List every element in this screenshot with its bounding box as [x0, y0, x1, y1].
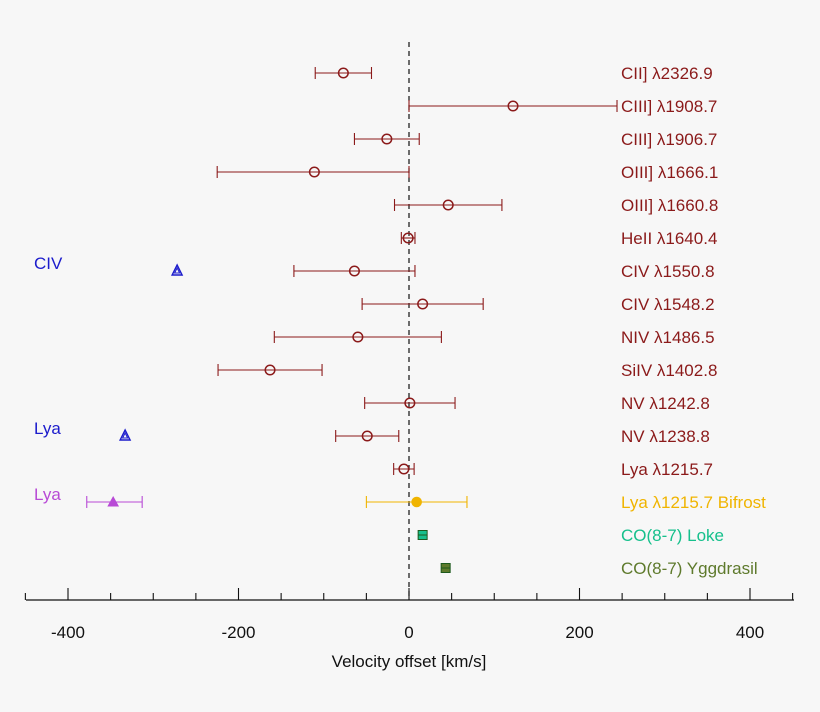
- x-axis-title: Velocity offset [km/s]: [332, 652, 487, 671]
- point-ciii-1908-7-marker: [507, 100, 519, 112]
- left-point-2-marker-outer: [118, 428, 132, 441]
- point-niv-1486-5-errorbar: [273, 331, 442, 343]
- point-siiv-1402-8-errorbar: [217, 364, 323, 376]
- point-nv-1242-8-errorbar: [364, 397, 456, 409]
- left-point-3-marker: [107, 495, 120, 507]
- left-point-1-marker-outer: [170, 263, 184, 276]
- x-tick-label: 0: [404, 623, 413, 642]
- point-co-8-7-yggdrasil-marker: [440, 563, 451, 573]
- x-tick-label: -400: [51, 623, 85, 642]
- series-label-7: CIV λ1550.8: [621, 262, 715, 281]
- left-point-2-marker-inner: [121, 431, 129, 439]
- series-label-6: HeII λ1640.4: [621, 229, 717, 248]
- point-civ-1550-8-marker: [348, 265, 360, 277]
- left-point-2-marker: [118, 428, 132, 441]
- series-label-13: Lya λ1215.7: [621, 460, 713, 479]
- point-nv-1242-8-marker: [404, 397, 416, 409]
- point-oiii-1660-8-marker: [442, 199, 454, 211]
- x-tick-label: -200: [221, 623, 255, 642]
- point-lya-1215-7-bifrost-marker: [411, 496, 422, 508]
- point-civ-1548-2-marker: [417, 298, 429, 310]
- left-label-2: Lya: [34, 419, 61, 438]
- point-ciii-1906-7-errorbar: [353, 133, 420, 145]
- series-label-2: CIII] λ1908.7: [621, 97, 717, 116]
- series-label-12: NV λ1238.8: [621, 427, 710, 446]
- left-label-1: CIV: [34, 254, 63, 273]
- x-tick-label: 200: [565, 623, 593, 642]
- point-ciii-1906-7-marker: [381, 133, 393, 145]
- point-oiii-1666-1-errorbar: [216, 166, 410, 178]
- left-label-3: Lya: [34, 485, 61, 504]
- point-cii-2326-9-marker: [337, 67, 349, 79]
- point-lya-1215-7-marker: [398, 463, 410, 475]
- point-oiii-1660-8-errorbar: [393, 199, 503, 211]
- series-label-9: NIV λ1486.5: [621, 328, 715, 347]
- point-nv-1238-8-marker: [361, 430, 373, 442]
- series-label-1: CII] λ2326.9: [621, 64, 713, 83]
- series-label-11: NV λ1242.8: [621, 394, 710, 413]
- series-label-15: CO(8-7) Loke: [621, 526, 724, 545]
- x-tick-label: 400: [736, 623, 764, 642]
- point-civ-1550-8-errorbar: [293, 265, 416, 277]
- series-label-16: CO(8-7) Yggdrasil: [621, 559, 758, 578]
- point-co-8-7-loke-marker: [417, 530, 428, 540]
- point-siiv-1402-8-marker: [264, 364, 276, 376]
- series-label-3: CIII] λ1906.7: [621, 130, 717, 149]
- left-point-1-marker-inner: [173, 266, 181, 274]
- point-cii-2326-9-errorbar: [314, 67, 373, 79]
- point-heii-1640-4-marker: [402, 232, 414, 244]
- series-labels-group: CII] λ2326.9 CIII] λ1908.7 CIII] λ1906.7 OI…: [34, 64, 766, 578]
- series-label-5: OIII] λ1660.8: [621, 196, 718, 215]
- point-oiii-1666-1-marker: [308, 166, 320, 178]
- point-nv-1238-8-errorbar: [335, 430, 400, 442]
- point-niv-1486-5-marker: [352, 331, 364, 343]
- series-label-4: OIII] λ1666.1: [621, 163, 718, 182]
- x-axis: -400 -200 0 200 400: [24, 588, 794, 642]
- series-label-8: CIV λ1548.2: [621, 295, 715, 314]
- point-ciii-1908-7-errorbar: [408, 100, 618, 112]
- series-label-10: SiIV λ1402.8: [621, 361, 717, 380]
- data-points-group: [86, 67, 618, 573]
- point-lya-1215-7-errorbar: [393, 463, 415, 475]
- left-point-1-marker: [170, 263, 184, 276]
- series-label-14: Lya λ1215.7 Bifrost: [621, 493, 766, 512]
- point-civ-1548-2-errorbar: [361, 298, 484, 310]
